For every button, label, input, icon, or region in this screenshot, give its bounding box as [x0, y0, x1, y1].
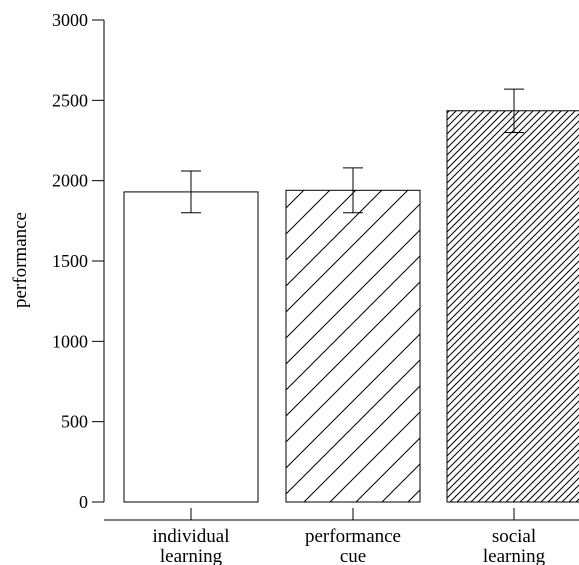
y-tick-label: 1500	[52, 251, 88, 271]
y-tick-label: 500	[61, 412, 88, 432]
x-tick-label-line2: cue	[340, 546, 366, 565]
x-tick-label-line1: performance	[305, 526, 401, 547]
error-bars-group	[181, 88, 524, 214]
y-tick-label: 1000	[52, 331, 88, 351]
x-tick-label-line1: individual	[152, 526, 229, 547]
x-axis	[104, 508, 579, 521]
y-tick-label: 0	[79, 492, 88, 512]
y-tick-label: 2000	[52, 171, 88, 191]
x-tick-label-line1: social	[492, 526, 536, 547]
x-tick-label-line2: learning	[160, 546, 223, 565]
x-tick-label-line2: learning	[483, 546, 546, 565]
y-axis: 0 500 1000 1500 2000 2500 3000	[52, 10, 105, 512]
bars-group	[123, 110, 579, 503]
bar-3	[446, 110, 579, 503]
y-tick-label: 2500	[52, 90, 88, 110]
bar-1	[123, 191, 259, 503]
x-tick-labels: individuallearningperformancecuesocialle…	[152, 526, 545, 565]
y-axis-label: performance	[10, 212, 31, 308]
bar-2	[285, 189, 421, 503]
y-tick-label: 3000	[52, 10, 88, 30]
